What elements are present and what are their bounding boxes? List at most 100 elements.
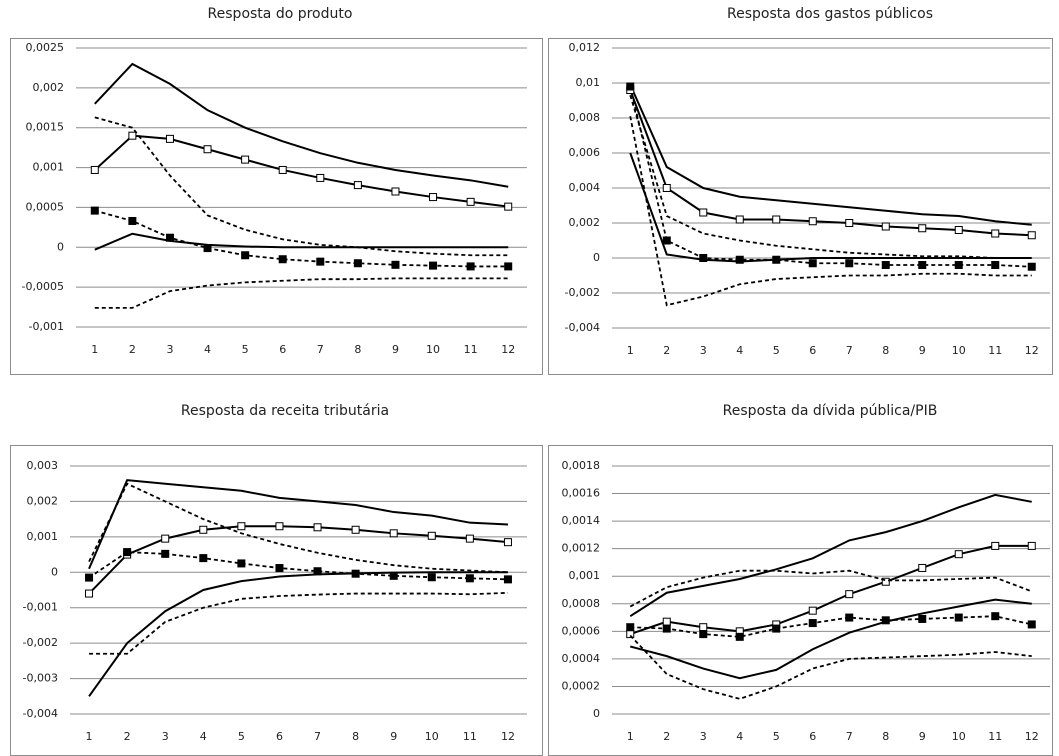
x-tick-label: 12 xyxy=(501,343,515,356)
marker xyxy=(161,549,170,558)
marker xyxy=(465,534,474,543)
series-line xyxy=(94,232,509,251)
marker xyxy=(1027,620,1036,629)
marker xyxy=(699,623,708,632)
series-line xyxy=(88,525,509,595)
series-line xyxy=(88,482,509,574)
marker xyxy=(626,82,635,91)
y-tick-label: 0,0014 xyxy=(562,514,601,527)
y-tick-label: -0,0005 xyxy=(22,280,64,293)
x-tick-label: 6 xyxy=(279,343,286,356)
marker xyxy=(429,261,438,270)
panel-frame xyxy=(548,445,1053,756)
panel: Resposta da dívida pública/PIB 0 0,0002 0,0… xyxy=(548,403,1053,756)
y-tick-label: 0,0025 xyxy=(26,41,65,54)
x-tick-label: 11 xyxy=(463,730,477,743)
x-tick-label: 5 xyxy=(773,344,780,357)
marker xyxy=(699,630,708,639)
panel-title: Resposta da dívida pública/PIB xyxy=(723,403,938,419)
marker xyxy=(991,229,1000,238)
x-tick-label: 4 xyxy=(736,344,743,357)
marker xyxy=(918,614,927,623)
y-tick-label: 0,002 xyxy=(569,216,601,229)
x-tick-label: 2 xyxy=(663,730,670,743)
marker xyxy=(353,181,362,190)
marker xyxy=(165,134,174,143)
y-tick-label: 0 xyxy=(57,240,64,253)
series-line xyxy=(629,634,1032,700)
panel-frame xyxy=(548,38,1053,375)
series-line xyxy=(88,551,508,581)
series-line xyxy=(629,94,1032,259)
y-tick-label: 0,0018 xyxy=(562,459,601,472)
panel-title: Resposta da receita tributária xyxy=(181,403,389,419)
y-tick-label: -0,001 xyxy=(29,320,64,333)
y-tick-label: 0,0002 xyxy=(562,679,601,692)
series-line xyxy=(94,134,509,208)
marker xyxy=(991,261,1000,269)
series-line xyxy=(629,152,1032,263)
series-line xyxy=(88,479,509,570)
panel: Resposta do produto -0,001 -0,0005 0 0,0005 0… xyxy=(10,6,543,375)
marker xyxy=(427,573,436,582)
panel-frame xyxy=(10,445,543,756)
x-tick-label: 5 xyxy=(242,343,249,356)
marker xyxy=(1027,231,1036,240)
series-line xyxy=(94,209,509,268)
marker xyxy=(389,529,398,538)
marker xyxy=(237,522,246,531)
x-tick-label: 8 xyxy=(352,730,359,743)
y-tick-label: 0 xyxy=(593,251,600,264)
marker xyxy=(808,217,817,226)
x-tick-label: 6 xyxy=(809,730,816,743)
marker xyxy=(316,173,325,182)
series-line xyxy=(629,569,1033,608)
x-tick-label: 9 xyxy=(392,343,399,356)
panel: Resposta da receita tributária -0,004 -0,0… xyxy=(10,403,543,756)
marker xyxy=(165,233,174,242)
y-tick-label: 0,0016 xyxy=(562,487,601,500)
marker xyxy=(808,619,817,628)
panel-frame xyxy=(10,38,543,375)
series-line xyxy=(629,493,1032,618)
x-tick-label: 10 xyxy=(426,343,440,356)
series-line xyxy=(94,116,509,257)
marker xyxy=(429,193,438,202)
x-tick-label: 11 xyxy=(988,730,1002,743)
x-tick-label: 7 xyxy=(846,344,853,357)
marker xyxy=(278,255,287,264)
marker xyxy=(353,259,362,268)
marker xyxy=(241,251,250,260)
marker xyxy=(699,254,708,262)
series-line xyxy=(89,591,508,655)
marker xyxy=(954,226,963,234)
y-tick-label: 0,001 xyxy=(33,161,65,174)
marker xyxy=(313,523,322,532)
x-tick-label: 8 xyxy=(882,730,889,743)
marker xyxy=(504,262,513,271)
marker xyxy=(316,257,325,266)
series-line xyxy=(629,84,1032,226)
marker xyxy=(735,215,744,224)
x-tick-label: 2 xyxy=(129,343,136,356)
marker xyxy=(772,624,781,633)
marker xyxy=(954,261,963,269)
y-tick-label: 0,002 xyxy=(33,81,65,94)
x-tick-label: 5 xyxy=(238,730,245,743)
y-tick-label: -0,003 xyxy=(23,672,58,685)
x-tick-label: 4 xyxy=(736,730,743,743)
marker xyxy=(313,567,322,576)
y-tick-label: -0,002 xyxy=(565,286,600,299)
series-line xyxy=(94,277,509,309)
x-tick-label: 1 xyxy=(91,343,98,356)
y-tick-label: 0,0012 xyxy=(562,542,601,555)
marker xyxy=(128,131,137,140)
x-tick-label: 4 xyxy=(200,730,207,743)
marker xyxy=(389,571,398,580)
y-tick-label: 0,002 xyxy=(27,494,59,507)
y-tick-label: 0,0004 xyxy=(562,652,601,665)
series-line xyxy=(88,571,508,697)
x-tick-label: 6 xyxy=(276,730,283,743)
y-tick-label: 0,004 xyxy=(569,181,601,194)
